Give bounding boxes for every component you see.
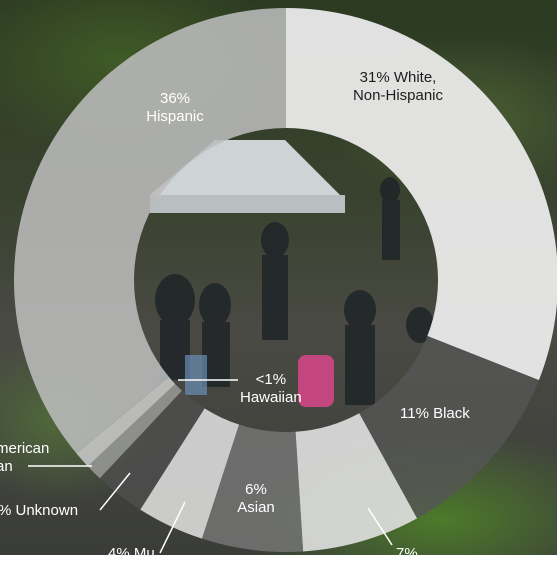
- slice-seven: [295, 413, 418, 552]
- label-hawaiian-line2: Hawaiian: [240, 389, 302, 406]
- slice-hispanic: [14, 8, 287, 454]
- leader-line-multi: [159, 501, 186, 554]
- label-hawaiian: <1% Hawaiian: [240, 371, 302, 407]
- label-black: 11% Black: [400, 405, 470, 422]
- leader-line-seven: [367, 507, 393, 546]
- label-hispanic-line2: Hispanic: [146, 108, 204, 125]
- label-unknown: % Unknown: [0, 502, 79, 519]
- label-american-line2: an: [0, 458, 13, 475]
- label-asian-line1: 6%: [245, 481, 267, 498]
- label-asian: 6% Asian: [230, 481, 282, 517]
- slice-american: [87, 384, 182, 479]
- label-white-line1: 31% White,: [359, 69, 437, 86]
- label-hawaiian-line1: <1%: [255, 371, 287, 388]
- label-hispanic-line1: 36%: [159, 90, 191, 107]
- label-multi: 4% Mu...: [108, 545, 168, 562]
- label-white-line2: Non-Hispanic: [352, 87, 444, 104]
- label-hispanic: 36% Hispanic: [130, 90, 220, 126]
- slice-asian: [201, 424, 304, 552]
- label-american: merican an: [0, 440, 49, 476]
- slice-black: [359, 335, 539, 519]
- slice-multi: [140, 408, 240, 539]
- label-american-line1: merican: [0, 440, 50, 457]
- slice-hawaiian: [76, 376, 176, 467]
- slice-unknown: [99, 390, 205, 510]
- label-asian-line2: Asian: [237, 499, 275, 516]
- label-white-non-hispanic: 31% White, Non-Hispanic: [318, 69, 478, 105]
- leader-line-unknown: [99, 472, 131, 511]
- slice-white: [286, 8, 557, 381]
- label-seven: 7%: [396, 545, 418, 562]
